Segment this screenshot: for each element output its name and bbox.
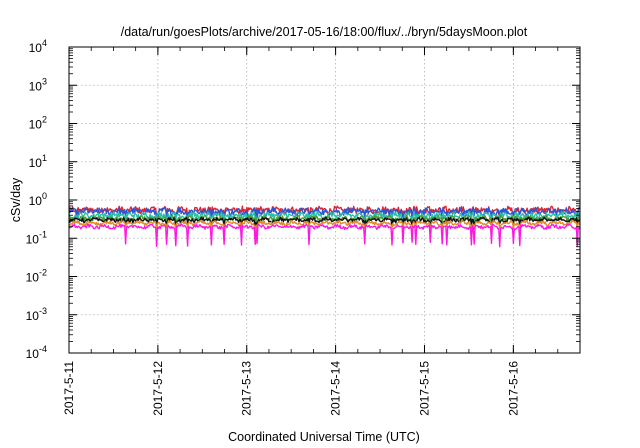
y-axis-label: cSv/day [9, 177, 23, 222]
y-tick-label: 101 [29, 153, 47, 170]
x-axis-label: Coordinated Universal Time (UTC) [228, 430, 420, 444]
x-tick-label: 2017-5-12 [151, 361, 165, 416]
y-axis: 104 103 102 101 100 10-1 10-2 10-3 10-4 [26, 38, 580, 361]
series-group [68, 205, 581, 248]
y-tick-label: 100 [29, 191, 47, 208]
x-tick-label: 2017-5-15 [417, 361, 431, 416]
x-tick-label: 2017-5-14 [329, 361, 343, 416]
x-tick-label: 2017-5-16 [506, 361, 520, 416]
y-tick-label: 10-3 [26, 306, 47, 323]
grid [69, 47, 580, 353]
y-tick-label: 104 [29, 38, 47, 55]
x-tick-label: 2017-5-11 [62, 361, 76, 415]
y-tick-label: 10-4 [26, 344, 47, 361]
y-tick-label: 102 [29, 115, 47, 132]
y-tick-label: 10-2 [26, 268, 47, 285]
y-tick-label: 103 [29, 76, 47, 93]
y-tick-label: 10-1 [26, 229, 47, 246]
x-axis: 2017-5-11 2017-5-12 2017-5-13 2017-5-14 2017… [62, 47, 581, 416]
series-line [68, 219, 581, 231]
chart-title: /data/run/goesPlots/archive/2017-05-16/1… [121, 25, 528, 39]
series-line [68, 223, 581, 248]
x-tick-label: 2017-5-13 [240, 361, 254, 416]
series-line [68, 205, 581, 219]
